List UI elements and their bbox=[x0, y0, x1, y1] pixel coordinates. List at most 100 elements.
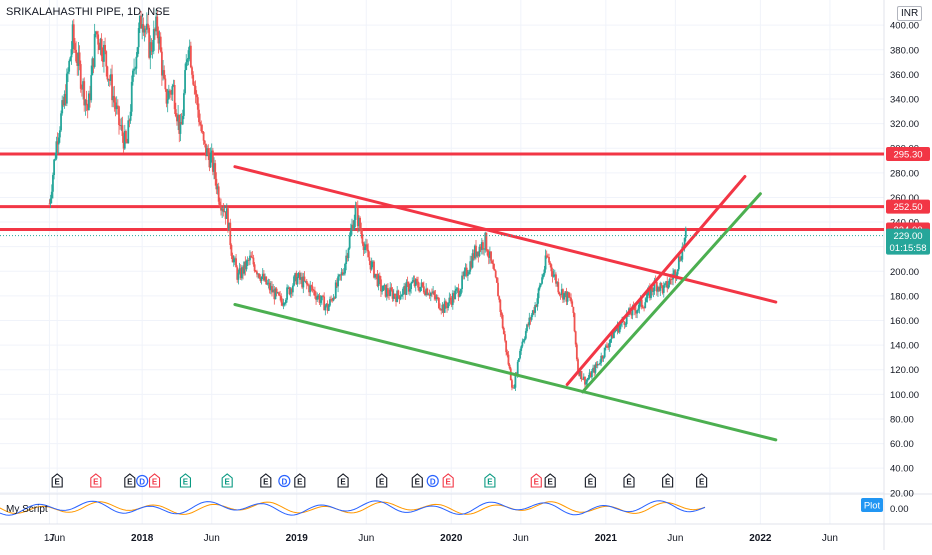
candle-body bbox=[290, 288, 293, 293]
candle-body bbox=[412, 280, 415, 282]
candle-body bbox=[506, 352, 509, 355]
candle-body bbox=[368, 257, 371, 261]
candle-body bbox=[639, 299, 642, 303]
event-marker-letter: E bbox=[263, 478, 269, 487]
candle-body bbox=[389, 287, 392, 296]
candle-body bbox=[140, 15, 142, 29]
candle-body bbox=[484, 232, 487, 249]
candle-body bbox=[537, 288, 540, 299]
candle-body bbox=[478, 246, 481, 256]
candle-body bbox=[223, 211, 226, 213]
candle-body bbox=[385, 288, 388, 297]
candle-body bbox=[78, 52, 81, 65]
candle-body bbox=[468, 271, 470, 275]
event-marker-letter: E bbox=[626, 478, 632, 487]
candle-body bbox=[200, 124, 203, 132]
candle-body bbox=[461, 275, 463, 290]
candle-body bbox=[81, 88, 83, 90]
level-tag-0 bbox=[886, 147, 930, 162]
candle-body bbox=[453, 293, 455, 300]
candle-body bbox=[681, 246, 684, 260]
candle-body bbox=[141, 24, 144, 29]
candle-body bbox=[69, 57, 72, 62]
candle-body bbox=[648, 288, 651, 298]
y-tick-label: 100.00 bbox=[890, 390, 919, 401]
candle-body bbox=[183, 93, 185, 116]
candle-body bbox=[369, 260, 372, 270]
event-marker-E: E bbox=[530, 473, 542, 488]
candle-body bbox=[201, 131, 204, 133]
candle-body bbox=[332, 297, 335, 301]
candle-body bbox=[287, 287, 290, 289]
earnings-marker-shape bbox=[623, 473, 635, 488]
candle-body bbox=[457, 288, 460, 297]
candle-body bbox=[428, 294, 431, 296]
candle-body bbox=[487, 255, 490, 258]
candle-body bbox=[435, 297, 438, 299]
candle-body bbox=[529, 317, 532, 320]
candle-body bbox=[670, 279, 673, 280]
candle-body bbox=[370, 261, 373, 270]
candle-body bbox=[178, 114, 181, 134]
event-marker-E: E bbox=[662, 473, 674, 488]
candle-body bbox=[660, 283, 663, 286]
currency-badge[interactable]: INR bbox=[897, 6, 923, 21]
candle-body bbox=[618, 325, 621, 333]
candle-body bbox=[162, 70, 164, 76]
candle-body bbox=[404, 286, 407, 295]
candle-body bbox=[211, 150, 214, 172]
candle-body bbox=[431, 292, 433, 294]
candle-body bbox=[546, 256, 549, 258]
candle-body bbox=[507, 354, 510, 365]
candle-body bbox=[192, 74, 195, 85]
candle-body bbox=[433, 291, 436, 296]
candle-body bbox=[249, 255, 251, 261]
candle-body bbox=[288, 287, 291, 295]
event-marker-E: E bbox=[337, 473, 349, 488]
candle-body bbox=[171, 86, 174, 95]
candle-body bbox=[119, 125, 122, 127]
candle-body bbox=[104, 44, 106, 52]
y-tick-label: 360.00 bbox=[890, 70, 919, 81]
earnings-marker-shape bbox=[337, 473, 349, 488]
candle-body bbox=[238, 268, 241, 274]
candle-body bbox=[624, 324, 627, 325]
candle-body bbox=[567, 292, 570, 298]
candle-body bbox=[418, 287, 421, 292]
candle-body bbox=[465, 267, 468, 276]
candle-body bbox=[589, 372, 592, 378]
candle-body bbox=[553, 274, 556, 276]
candle-body bbox=[261, 273, 264, 277]
candle-body bbox=[174, 109, 177, 117]
candle-body bbox=[206, 148, 208, 157]
event-marker-letter: D bbox=[139, 478, 145, 487]
candle-body bbox=[199, 122, 202, 125]
event-marker-letter: E bbox=[93, 478, 99, 487]
candle-body bbox=[482, 242, 484, 250]
candle-body bbox=[177, 114, 180, 122]
candle-body bbox=[230, 245, 233, 256]
candle-body bbox=[415, 279, 418, 282]
candle-body bbox=[108, 78, 111, 81]
candle-body bbox=[462, 275, 465, 277]
candle-body bbox=[384, 284, 387, 297]
event-marker-E: E bbox=[376, 473, 388, 488]
candle-body bbox=[275, 288, 278, 293]
event-marker-D: D bbox=[278, 474, 291, 488]
candle-body bbox=[126, 141, 129, 144]
candle-body bbox=[260, 276, 263, 281]
candle-body bbox=[381, 290, 384, 292]
candle-body bbox=[635, 310, 637, 314]
candle-body bbox=[674, 270, 677, 279]
trendline-upper-channel-red bbox=[233, 165, 778, 304]
candle-body bbox=[556, 282, 559, 284]
candle-body bbox=[493, 268, 496, 271]
candle-body bbox=[614, 330, 616, 332]
candle-body bbox=[409, 289, 411, 292]
symbol-title[interactable]: SRIKALAHASTHI PIPE, 1D, NSE bbox=[6, 6, 170, 18]
candle-body bbox=[340, 272, 343, 276]
candle-body bbox=[67, 71, 69, 74]
candle-body bbox=[661, 285, 664, 293]
candle-body bbox=[297, 272, 300, 277]
